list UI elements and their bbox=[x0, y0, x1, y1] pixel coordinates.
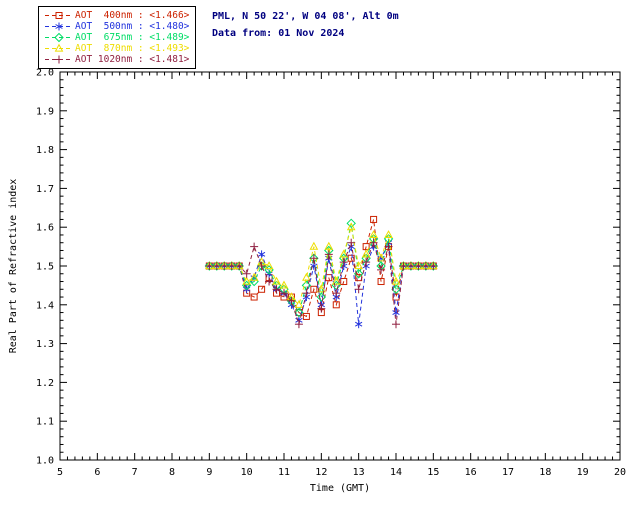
legend-line-sample-icon bbox=[45, 55, 73, 64]
legend-item: AOT 400nm : <1.466> bbox=[43, 10, 189, 21]
x-tick-label: 12 bbox=[315, 467, 327, 478]
legend-item: AOT 500nm : <1.480> bbox=[43, 21, 189, 32]
axes: 5 6 7 8 9 10 11 12 13 14 15 16 17 18 19 20 1.0 1.1 1.2 1.3 1… bbox=[8, 68, 626, 495]
x-tick-label: 14 bbox=[390, 467, 402, 478]
series-aot-1020nm bbox=[205, 238, 438, 329]
legend-line-sample-icon bbox=[45, 43, 73, 52]
series-aot-870nm bbox=[204, 222, 438, 308]
legend-item: AOT 870nm : <1.493> bbox=[43, 43, 189, 54]
x-tick-label: 9 bbox=[206, 467, 212, 478]
y-tick-label: 1.3 bbox=[36, 339, 54, 350]
y-tick-label: 2.0 bbox=[36, 68, 54, 79]
x-tick-label: 15 bbox=[427, 467, 439, 478]
legend-label: AOT 400nm : <1.466> bbox=[75, 10, 190, 21]
legend-item: AOT 1020nm : <1.481> bbox=[43, 54, 189, 65]
legend-line-sample-icon bbox=[45, 32, 73, 43]
legend-item: AOT 675nm : <1.489> bbox=[43, 32, 189, 43]
x-tick-label: 19 bbox=[577, 467, 589, 478]
x-tick-label: 20 bbox=[614, 467, 626, 478]
y-tick-label: 1.7 bbox=[36, 184, 54, 195]
x-tick-label: 6 bbox=[94, 467, 100, 478]
y-tick-label: 1.5 bbox=[36, 262, 54, 273]
y-tick-label: 1.6 bbox=[36, 223, 54, 234]
y-tick-label: 1.4 bbox=[36, 300, 54, 311]
legend-label: AOT 1020nm : <1.481> bbox=[75, 54, 190, 65]
legend-label: AOT 870nm : <1.493> bbox=[75, 43, 190, 54]
x-tick-label: 10 bbox=[241, 467, 253, 478]
series-aot-500nm bbox=[205, 238, 437, 329]
x-tick-label: 16 bbox=[465, 467, 477, 478]
x-tick-label: 17 bbox=[502, 467, 514, 478]
y-tick-label: 1.8 bbox=[36, 145, 54, 156]
data-date-text: Data from: 01 Nov 2024 bbox=[212, 28, 345, 39]
y-axis-title: Real Part of Refractive index bbox=[8, 179, 19, 354]
x-tick-label: 11 bbox=[278, 467, 290, 478]
x-tick-label: 5 bbox=[57, 467, 63, 478]
legend-line-sample-icon bbox=[45, 12, 73, 19]
x-tick-label: 7 bbox=[132, 467, 138, 478]
header-block: PML, N 50 22', W 04 08', Alt 0m Data fro… bbox=[212, 8, 399, 42]
y-tick-label: 1.1 bbox=[36, 417, 54, 428]
legend-line-sample-icon bbox=[45, 22, 73, 31]
x-tick-label: 8 bbox=[169, 467, 175, 478]
y-tick-label: 1.0 bbox=[36, 456, 54, 467]
x-tick-label: 18 bbox=[539, 467, 551, 478]
y-tick-label: 1.9 bbox=[36, 106, 54, 117]
legend-label: AOT 500nm : <1.480> bbox=[75, 21, 190, 32]
legend-box: AOT 400nm : <1.466> AOT 500nm : <1.480> AO… bbox=[38, 6, 197, 69]
station-location-text: PML, N 50 22', W 04 08', Alt 0m bbox=[212, 11, 399, 22]
legend-label: AOT 675nm : <1.489> bbox=[75, 32, 190, 43]
x-tick-label: 13 bbox=[353, 467, 365, 478]
y-tick-label: 1.2 bbox=[36, 378, 54, 389]
x-axis-title: Time (GMT) bbox=[310, 483, 370, 494]
